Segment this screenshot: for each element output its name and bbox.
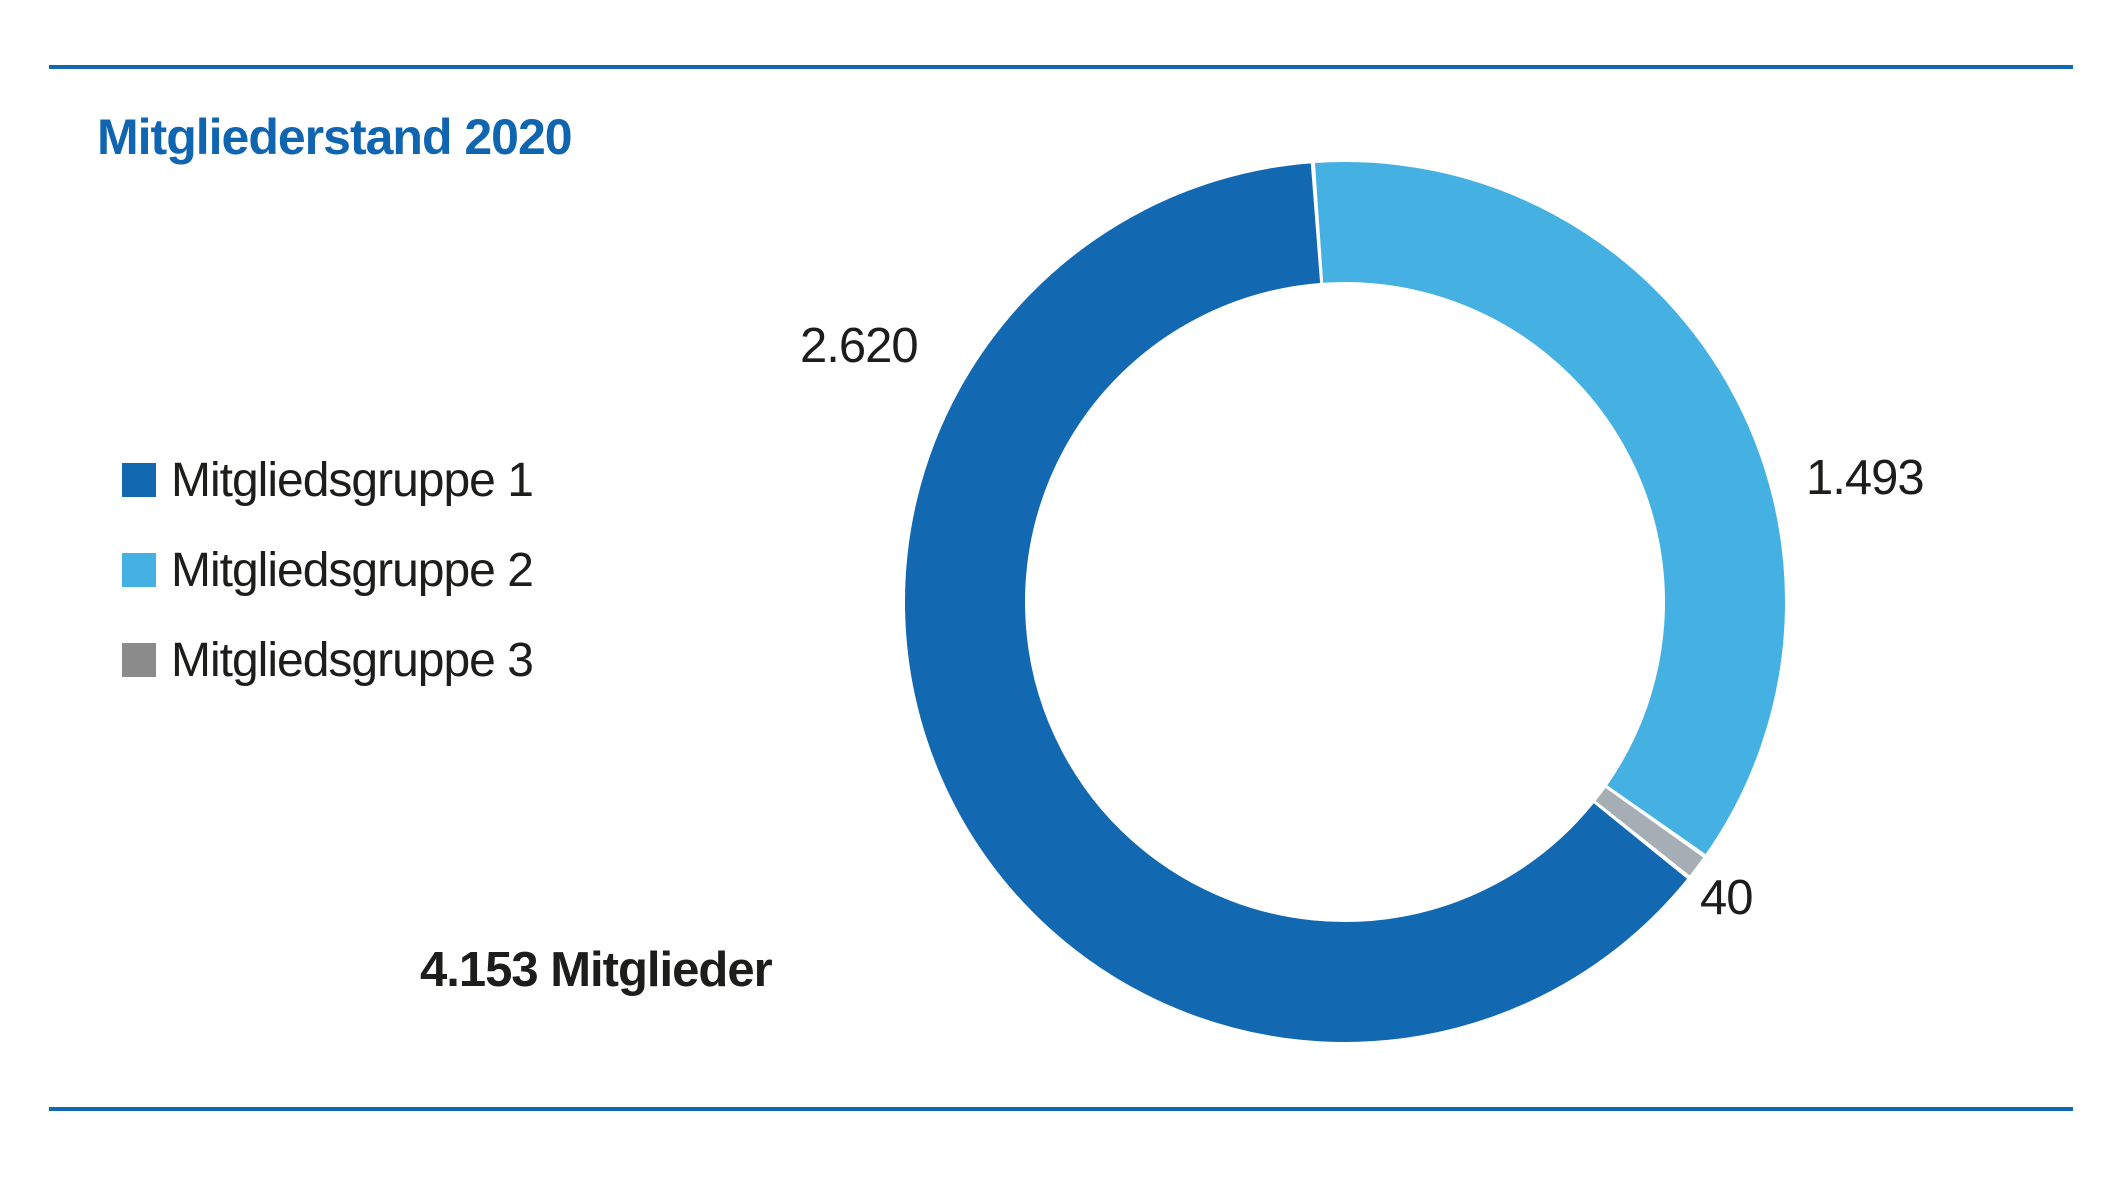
- donut-segment-3: [1595, 787, 1704, 876]
- top-divider-line: [49, 65, 2073, 69]
- legend-label: Mitgliedsgruppe 2: [171, 543, 534, 597]
- legend-item-mitgliedsgruppe-2: Mitgliedsgruppe 2: [122, 540, 534, 600]
- page-title: Mitgliederstand 2020: [97, 109, 573, 165]
- legend-item-mitgliedsgruppe-1: Mitgliedsgruppe 1: [122, 450, 534, 510]
- total-members-label: 4.153 Mitglieder: [420, 943, 773, 997]
- chart-legend: Mitgliedsgruppe 1 Mitgliedsgruppe 2 Mitg…: [122, 450, 534, 720]
- legend-swatch-group2: [122, 553, 156, 587]
- segment-value-label-group1: 2.620: [800, 319, 919, 373]
- legend-label: Mitgliedsgruppe 3: [171, 633, 534, 687]
- legend-item-mitgliedsgruppe-3: Mitgliedsgruppe 3: [122, 630, 534, 690]
- donut-segment-1: [905, 163, 1687, 1042]
- legend-swatch-group3: [122, 643, 156, 677]
- segment-value-label-group2: 1.493: [1806, 451, 1925, 505]
- segment-value-label-group3: 40: [1700, 871, 1754, 925]
- donut-segment-2: [1315, 162, 1785, 855]
- bottom-divider-line: [49, 1107, 2073, 1111]
- legend-swatch-group1: [122, 463, 156, 497]
- legend-label: Mitgliedsgruppe 1: [171, 453, 534, 507]
